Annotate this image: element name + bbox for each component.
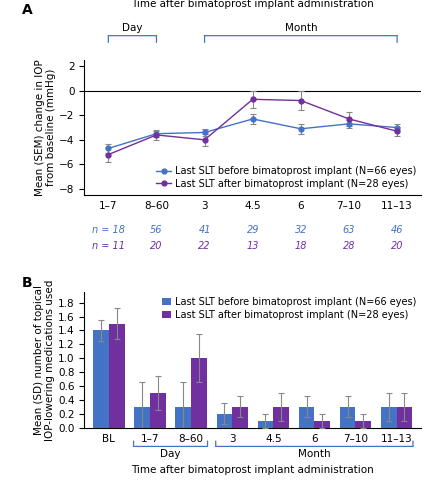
Bar [216,414,232,428]
Text: 20: 20 [150,241,163,251]
Bar [257,420,273,428]
Text: 56: 56 [150,225,163,235]
Legend: Last SLT before bimatoprost implant (N=66 eyes), Last SLT after bimatoprost impl: Last SLT before bimatoprost implant (N=6… [156,166,416,189]
Text: 22: 22 [198,241,211,251]
Bar [356,420,371,428]
Bar [150,393,165,428]
Text: 46: 46 [391,225,403,235]
Text: 18: 18 [295,241,307,251]
Bar [314,420,330,428]
Text: Day: Day [122,23,143,33]
Text: A: A [22,4,33,18]
Bar [273,406,289,428]
Y-axis label: Mean (SEM) change in IOP
from baseline (mmHg): Mean (SEM) change in IOP from baseline (… [35,59,56,196]
Legend: Last SLT before bimatoprost implant (N=66 eyes), Last SLT after bimatoprost impl: Last SLT before bimatoprost implant (N=6… [162,298,416,320]
Text: n = 11: n = 11 [92,241,125,251]
Text: n = 18: n = 18 [92,225,125,235]
Bar [134,406,150,428]
Text: 29: 29 [247,225,259,235]
Bar [93,330,109,428]
Bar [175,406,191,428]
Bar [109,324,124,428]
Text: 41: 41 [198,225,211,235]
Text: 28: 28 [343,241,355,251]
Bar [381,406,397,428]
Y-axis label: Mean (SD) number of topical
IOP-lowering medications used: Mean (SD) number of topical IOP-lowering… [34,280,55,440]
Text: 20: 20 [391,241,403,251]
Text: Month: Month [298,449,330,459]
Bar [397,406,412,428]
Text: Time after bimatoprost implant administration: Time after bimatoprost implant administr… [131,0,374,8]
Text: Day: Day [160,449,181,459]
Text: Month: Month [285,23,317,33]
Text: 13: 13 [247,241,259,251]
Text: 63: 63 [343,225,355,235]
Text: 32: 32 [295,225,307,235]
Bar [191,358,206,428]
Bar [299,406,314,428]
Bar [232,406,248,428]
Bar [340,406,356,428]
Text: Time after bimatoprost implant administration: Time after bimatoprost implant administr… [131,466,374,475]
Text: B: B [22,276,32,290]
